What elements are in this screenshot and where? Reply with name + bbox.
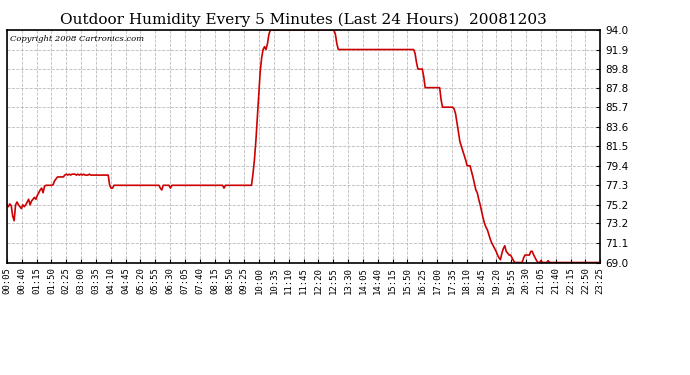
Title: Outdoor Humidity Every 5 Minutes (Last 24 Hours)  20081203: Outdoor Humidity Every 5 Minutes (Last 2… [60, 13, 547, 27]
Text: Copyright 2008 Cartronics.com: Copyright 2008 Cartronics.com [10, 34, 144, 43]
